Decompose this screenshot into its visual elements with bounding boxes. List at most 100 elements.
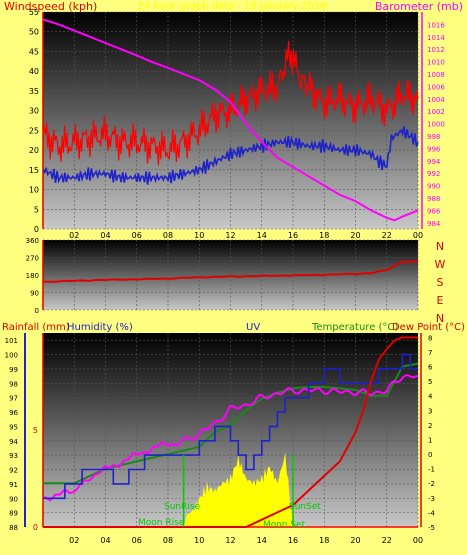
x-tick-label-top: 16 — [288, 231, 298, 240]
dewpoint-axis-title: Dew Point (°C) — [392, 322, 465, 333]
humidity-tick-label: 95 — [9, 423, 18, 431]
barometer-tick-label: 1004 — [427, 96, 445, 104]
windspeed-gust-series — [42, 40, 419, 166]
humidity-tick-label: 91 — [9, 481, 18, 489]
direction-tick-label: 0 — [35, 307, 39, 315]
windspeed-tick-label: 40 — [29, 67, 39, 76]
rainfall-axis-title: Rainfall (mm) — [2, 322, 70, 333]
x-tick-label-top: 12 — [225, 231, 235, 240]
windspeed-tick-label: 5 — [34, 205, 39, 214]
direction-tick-label: 180 — [26, 272, 39, 280]
temperature-tick-label: 5 — [428, 378, 432, 386]
x-tick-label-bottom: 16 — [288, 536, 298, 545]
windspeed-tick-label: 35 — [29, 87, 39, 96]
temperature-tick-label: 6 — [428, 364, 433, 372]
temperature-tick-label: -2 — [428, 480, 435, 488]
humidity-series — [42, 353, 418, 500]
compass-letter: S — [437, 276, 444, 289]
sunrise-label: SunRise — [164, 502, 201, 512]
windspeed-tick-label: 15 — [29, 166, 39, 175]
humidity-tick-label: 88 — [9, 524, 18, 532]
rainfall-tick-label: 0 — [33, 523, 38, 532]
series-layer — [42, 18, 419, 528]
uv-axis-title: UV — [246, 322, 260, 333]
solar-radiation-area — [183, 452, 293, 527]
temperature-series — [43, 336, 418, 528]
x-tick-label-top: 04 — [100, 231, 110, 240]
temperature-tick-label: 0 — [428, 451, 432, 459]
compass-letter: N — [436, 312, 444, 325]
barometer-tick-label: 990 — [427, 183, 440, 191]
x-tick-label-top: 00 — [413, 231, 423, 240]
barometer-tick-label: 1014 — [427, 34, 445, 42]
temperature-tick-label: -1 — [428, 466, 435, 474]
windspeed-tick-label: 20 — [29, 146, 39, 155]
windspeed-axis-title: Windspeed (kph) — [4, 0, 97, 13]
temperature-tick-label: 4 — [428, 393, 433, 401]
barometer-tick-label: 1006 — [427, 83, 445, 91]
windspeed-tick-label: 0 — [34, 225, 39, 234]
barometer-tick-label: 1016 — [427, 21, 445, 29]
moonset-label: Moon Set — [263, 520, 306, 530]
humidity-tick-label: 96 — [9, 409, 18, 417]
humidity-tick-label: 90 — [9, 495, 18, 503]
barometer-series — [42, 18, 419, 222]
x-tick-label-top: 20 — [350, 231, 360, 240]
barometer-tick-label: 1010 — [427, 59, 445, 67]
humidity-axis-title: Humidity (%) — [67, 322, 133, 333]
x-tick-label-bottom: 20 — [350, 536, 360, 545]
x-tick-label-bottom: 14 — [257, 536, 267, 545]
barometer-tick-label: 988 — [427, 195, 440, 203]
x-tick-label-top: 06 — [132, 231, 142, 240]
humidity-tick-label: 89 — [9, 510, 18, 518]
direction-tick-label: 360 — [26, 237, 39, 245]
x-tick-label-top: 02 — [69, 231, 79, 240]
temperature-tick-label: -4 — [428, 509, 436, 517]
x-tick-label-bottom: 22 — [382, 536, 392, 545]
moonrise-label: Moon Rise — [138, 518, 185, 528]
temperature-tick-label: -3 — [428, 495, 435, 503]
axis-ticks: 0202040406060808101012121414161618182020… — [5, 8, 446, 545]
compass-letter: W — [435, 258, 446, 271]
x-tick-label-bottom: 00 — [413, 536, 423, 545]
humidity-tick-label: 100 — [5, 352, 18, 360]
barometer-tick-label: 1000 — [427, 121, 445, 129]
barometer-tick-label: 992 — [427, 170, 440, 178]
temperature-axis-title: Temperature (°C) — [311, 322, 398, 333]
barometer-tick-label: 1002 — [427, 108, 445, 116]
windspeed-tick-label: 30 — [29, 107, 39, 116]
windspeed-tick-label: 45 — [29, 47, 39, 56]
barometer-tick-label: 986 — [427, 207, 441, 215]
compass-letter: E — [437, 294, 444, 307]
humidity-tick-label: 94 — [9, 438, 18, 446]
barometer-axis-title: Barometer (mb) — [375, 0, 463, 13]
x-tick-label-top: 18 — [319, 231, 329, 240]
x-tick-label-bottom: 02 — [69, 536, 79, 545]
x-tick-label-bottom: 06 — [132, 536, 142, 545]
rainfall-tick-label: 5 — [33, 426, 38, 435]
header-title: 24 hour graph data - 19 January 2016 — [137, 1, 326, 12]
barometer-tick-label: 994 — [427, 158, 441, 166]
barometer-tick-label: 1008 — [427, 71, 445, 79]
humidity-tick-label: 98 — [9, 380, 18, 388]
x-tick-label-bottom: 04 — [100, 536, 110, 545]
temperature-tick-label: -5 — [428, 524, 435, 532]
direction-tick-label: 90 — [30, 290, 39, 298]
temperature-tick-label: 2 — [428, 422, 432, 430]
x-tick-label-top: 14 — [257, 231, 267, 240]
temperature-tick-label: 3 — [428, 407, 432, 415]
compass-letter: N — [436, 240, 444, 253]
x-tick-label-top: 22 — [382, 231, 392, 240]
barometer-tick-label: 1012 — [427, 46, 445, 54]
humidity-tick-label: 99 — [9, 366, 18, 374]
x-tick-label-bottom: 12 — [225, 536, 235, 545]
direction-tick-label: 270 — [26, 255, 39, 263]
windspeed-tick-label: 10 — [29, 186, 39, 195]
sunset-label: SunSet — [289, 502, 321, 512]
x-tick-label-top: 08 — [163, 231, 173, 240]
windspeed-tick-label: 25 — [29, 126, 39, 135]
temperature-tick-label: 8 — [428, 334, 432, 342]
barometer-tick-label: 998 — [427, 133, 440, 141]
humidity-tick-label: 93 — [9, 452, 18, 460]
